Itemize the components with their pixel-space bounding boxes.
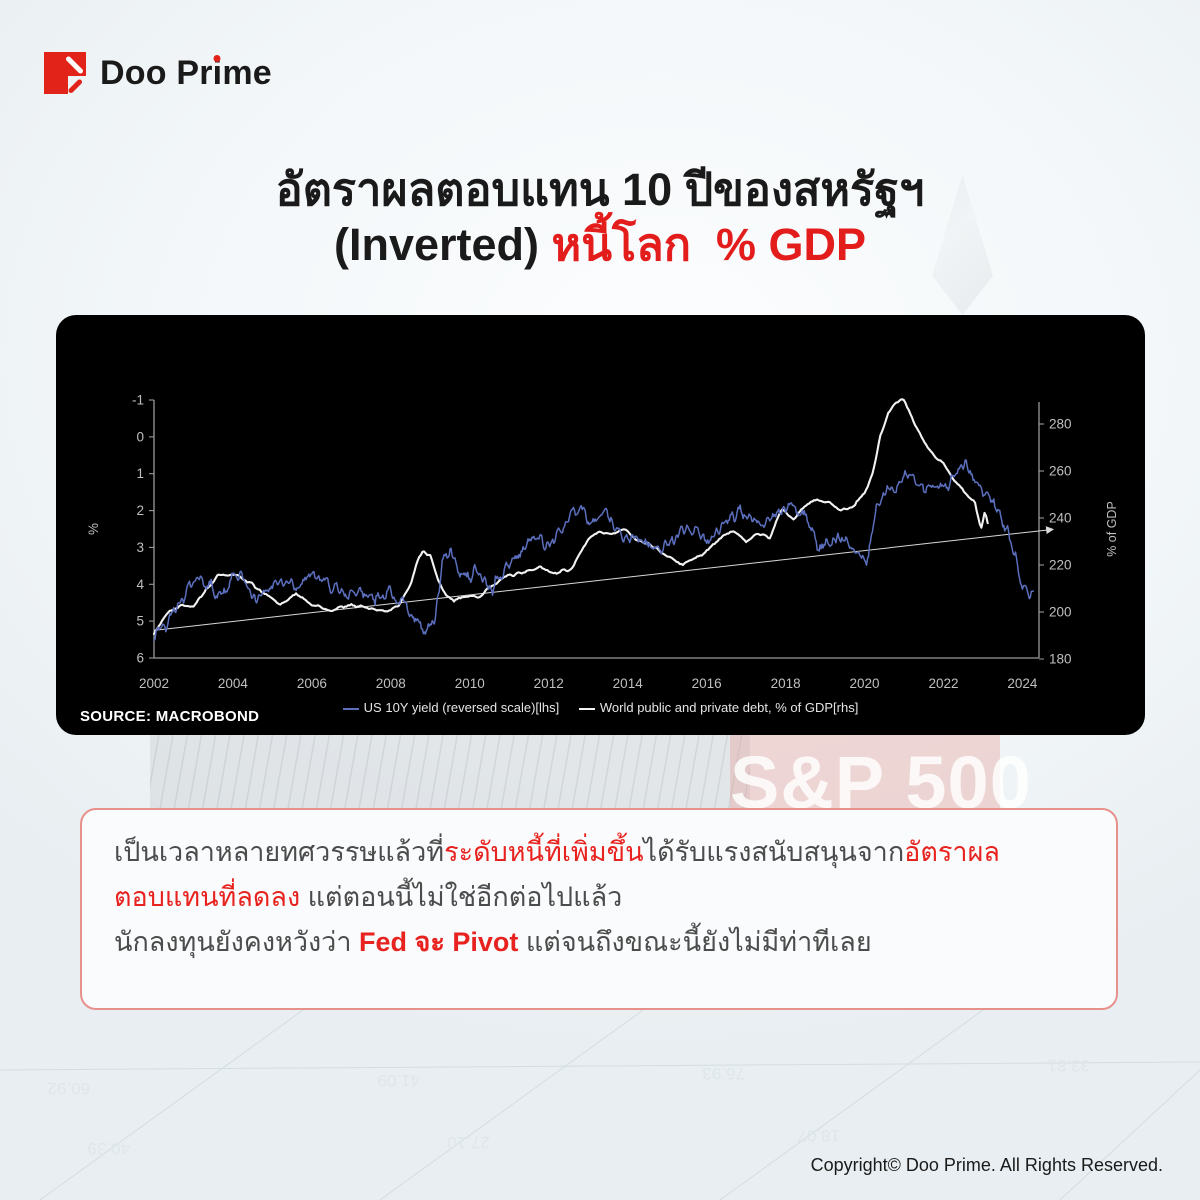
svg-text:2010: 2010 <box>455 676 485 691</box>
svg-text:41.09: 41.09 <box>377 1071 420 1090</box>
svg-text:%: % <box>86 523 101 535</box>
svg-text:76.93: 76.93 <box>702 1064 745 1083</box>
svg-text:240: 240 <box>1049 511 1072 526</box>
svg-text:180: 180 <box>1049 652 1072 667</box>
svg-text:2020: 2020 <box>849 676 879 691</box>
svg-text:60.92: 60.92 <box>47 1079 90 1098</box>
svg-text:1: 1 <box>136 466 144 481</box>
svg-text:-1: -1 <box>132 393 144 408</box>
svg-text:5: 5 <box>136 614 144 629</box>
svg-text:2012: 2012 <box>534 676 564 691</box>
svg-text:2018: 2018 <box>771 676 801 691</box>
svg-text:2004: 2004 <box>218 676 249 691</box>
svg-text:2016: 2016 <box>692 676 722 691</box>
svg-text:2022: 2022 <box>928 676 958 691</box>
svg-text:220: 220 <box>1049 558 1072 573</box>
svg-text:2008: 2008 <box>376 676 406 691</box>
svg-text:33.81: 33.81 <box>1047 1056 1090 1075</box>
svg-text:2014: 2014 <box>613 676 644 691</box>
svg-text:27.10: 27.10 <box>447 1133 490 1152</box>
svg-text:0: 0 <box>136 429 144 444</box>
svg-text:2002: 2002 <box>139 676 169 691</box>
svg-text:40.39: 40.39 <box>87 1139 130 1158</box>
svg-text:280: 280 <box>1049 417 1072 432</box>
svg-text:200: 200 <box>1049 605 1072 620</box>
svg-text:% of GDP: % of GDP <box>1105 501 1119 557</box>
svg-text:2024: 2024 <box>1007 676 1038 691</box>
svg-text:4: 4 <box>136 577 144 592</box>
svg-text:2006: 2006 <box>297 676 327 691</box>
svg-text:18.07: 18.07 <box>797 1126 840 1145</box>
svg-text:3: 3 <box>136 540 144 555</box>
svg-text:260: 260 <box>1049 464 1072 479</box>
svg-text:2: 2 <box>136 503 144 518</box>
svg-text:6: 6 <box>136 651 144 666</box>
